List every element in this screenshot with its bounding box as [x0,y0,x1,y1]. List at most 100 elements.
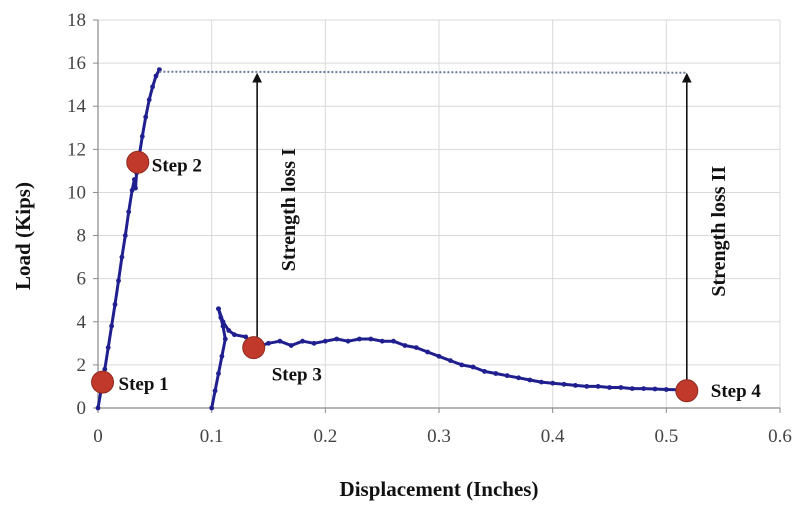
strength-loss-label-1: Strength loss I [278,148,300,271]
y-tick-label: 18 [67,10,86,31]
x-tick-label: 0.6 [768,426,792,447]
data-point [607,385,612,390]
data-point [504,373,510,379]
data-point [652,386,658,392]
x-tick-label: 0.1 [200,426,224,447]
data-point [470,364,476,370]
data-point [226,328,232,333]
data-point [288,343,294,348]
y-tick-label: 10 [67,182,86,203]
data-point [300,338,305,344]
y-tick-label: 0 [77,398,87,419]
data-point [595,384,601,389]
y-tick-label: 8 [77,226,87,247]
data-point [379,338,385,344]
x-tick-label: 0.3 [427,426,451,447]
data-point [102,366,108,372]
data-point [629,386,635,391]
data-point [266,340,271,346]
data-point [222,336,228,342]
data-point [105,345,111,350]
y-tick-label: 6 [77,269,87,290]
step-label-3: Step 3 [272,365,322,386]
data-point [143,114,149,120]
reference-layer [159,70,687,74]
y-tick-label: 14 [67,96,87,117]
data-point [116,278,121,284]
data-point [368,336,374,342]
step-label-4: Step 4 [711,381,762,402]
data-point [663,387,669,392]
data-point [232,332,237,338]
steps-layer: Step 1 Step 2 Step 3 Step 4 [91,150,762,403]
data-point [436,353,442,359]
step-marker-4 [675,379,699,403]
y-tick-label: 4 [77,312,87,333]
data-point [119,254,125,260]
step-label-1: Step 1 [119,374,169,395]
data-point [402,343,408,348]
data-point [216,371,221,376]
data-point [133,185,138,191]
step-marker-1 [91,370,115,394]
data-point [641,386,646,391]
data-point [109,323,114,329]
x-tick-label: 0 [93,426,103,447]
strength-loss-label-2: Strength loss II [708,166,730,297]
data-point [425,349,430,355]
data-point [150,84,156,90]
data-point [459,362,465,368]
y-tick-label: 16 [67,53,86,74]
data-point [146,97,152,103]
data-point [573,383,578,388]
x-tick-label: 0.5 [654,426,678,447]
grid [98,19,781,408]
data-point [550,380,556,386]
data-point [413,345,419,350]
data-point [153,73,159,79]
data-point [243,334,249,340]
y-tick-label: 2 [77,355,87,376]
data-point [277,338,283,344]
peak-reference-line [159,70,687,74]
data-point [209,405,215,411]
data-point [538,379,544,385]
data-point [219,353,225,359]
data-point [216,306,221,312]
step-label-2: Step 2 [152,155,202,176]
data-point [129,187,135,193]
data-point [493,371,499,376]
data-point [448,358,453,363]
data-point [334,336,340,342]
data-point [618,385,624,390]
x-axis-title: Displacement (Inches) [340,477,539,501]
data-point [132,177,137,182]
data-point [220,319,226,325]
data-point [561,381,567,387]
data-point [584,384,590,389]
data-point [516,375,521,381]
x-tick-label: 0.2 [313,426,337,447]
data-point [357,336,362,342]
x-tick-label: 0.4 [541,426,565,447]
data-point [527,377,533,383]
tick-labels: 0 2 4 6 8 10 12 14 16 18 0 0.1 0.2 0.3 0.4 0.5 0.6 [67,10,792,447]
series-line-1 [96,68,161,410]
data-point [345,338,351,344]
data-point [311,340,317,346]
data-point [482,369,487,374]
annotations-layer: Strength loss I Strength loss II [252,72,730,391]
y-tick-label: 12 [67,139,86,160]
data-point [212,388,218,394]
data-point [95,405,101,411]
data-point [391,338,396,344]
data-point [126,209,132,215]
data-point [139,134,145,139]
data-point [322,338,328,344]
step-marker-3 [242,336,266,360]
data-point [122,233,128,239]
step-marker-2 [126,150,150,174]
data-point [112,302,118,307]
series-layer [95,67,692,411]
